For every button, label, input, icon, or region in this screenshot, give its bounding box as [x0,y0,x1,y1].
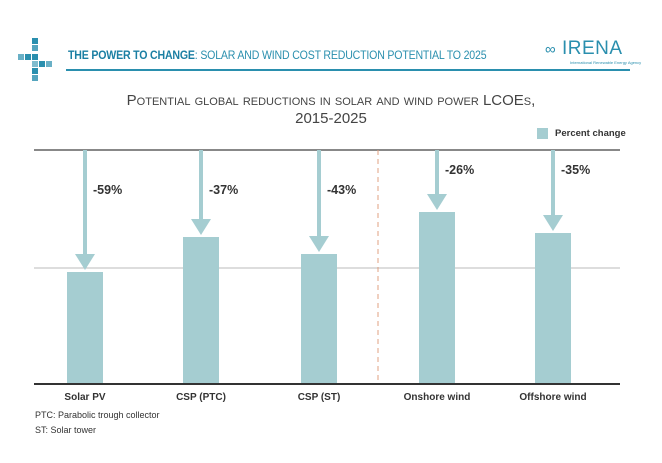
category-label-0: Solar PV [64,392,105,403]
bar-1 [183,237,219,384]
footnote-ptc: PTC: Parabolic trough collector [35,410,160,420]
category-label-2: CSP (ST) [298,392,341,403]
legend-label: Percent change [555,128,626,139]
legend-swatch [537,128,548,139]
irena-logo: ∞ IRENA [545,38,623,59]
header-title: THE POWER TO CHANGE: SOLAR AND WIND COST… [68,50,487,62]
legend: Percent change [537,128,626,139]
category-label-4: Offshore wind [519,392,586,403]
category-label-3: Onshore wind [404,392,471,403]
bar-0 [67,272,103,384]
data-label-0: -59% [93,183,122,197]
data-label-4: -35% [561,163,590,177]
irena-logo-subtitle: International Renewable Energy Agency [570,60,642,65]
footnote-st: ST: Solar tower [35,425,97,435]
arrow-head-0 [75,254,95,270]
category-label-1: CSP (PTC) [176,392,226,403]
arrow-head-1 [191,219,211,235]
irena-cross-logo [18,38,52,81]
header-divider [66,69,630,71]
chart-subtitle: 2015-2025 [295,110,367,127]
data-label-3: -26% [445,163,474,177]
data-label-2: -43% [327,183,356,197]
bar-4 [535,233,571,384]
bar-3 [419,212,455,384]
arrow-head-2 [309,236,329,252]
arrow-head-4 [543,215,563,231]
arrow-head-3 [427,194,447,210]
bar-2 [301,254,337,384]
data-label-1: -37% [209,183,238,197]
chart-title: Potential global reductions in solar and… [126,92,536,109]
